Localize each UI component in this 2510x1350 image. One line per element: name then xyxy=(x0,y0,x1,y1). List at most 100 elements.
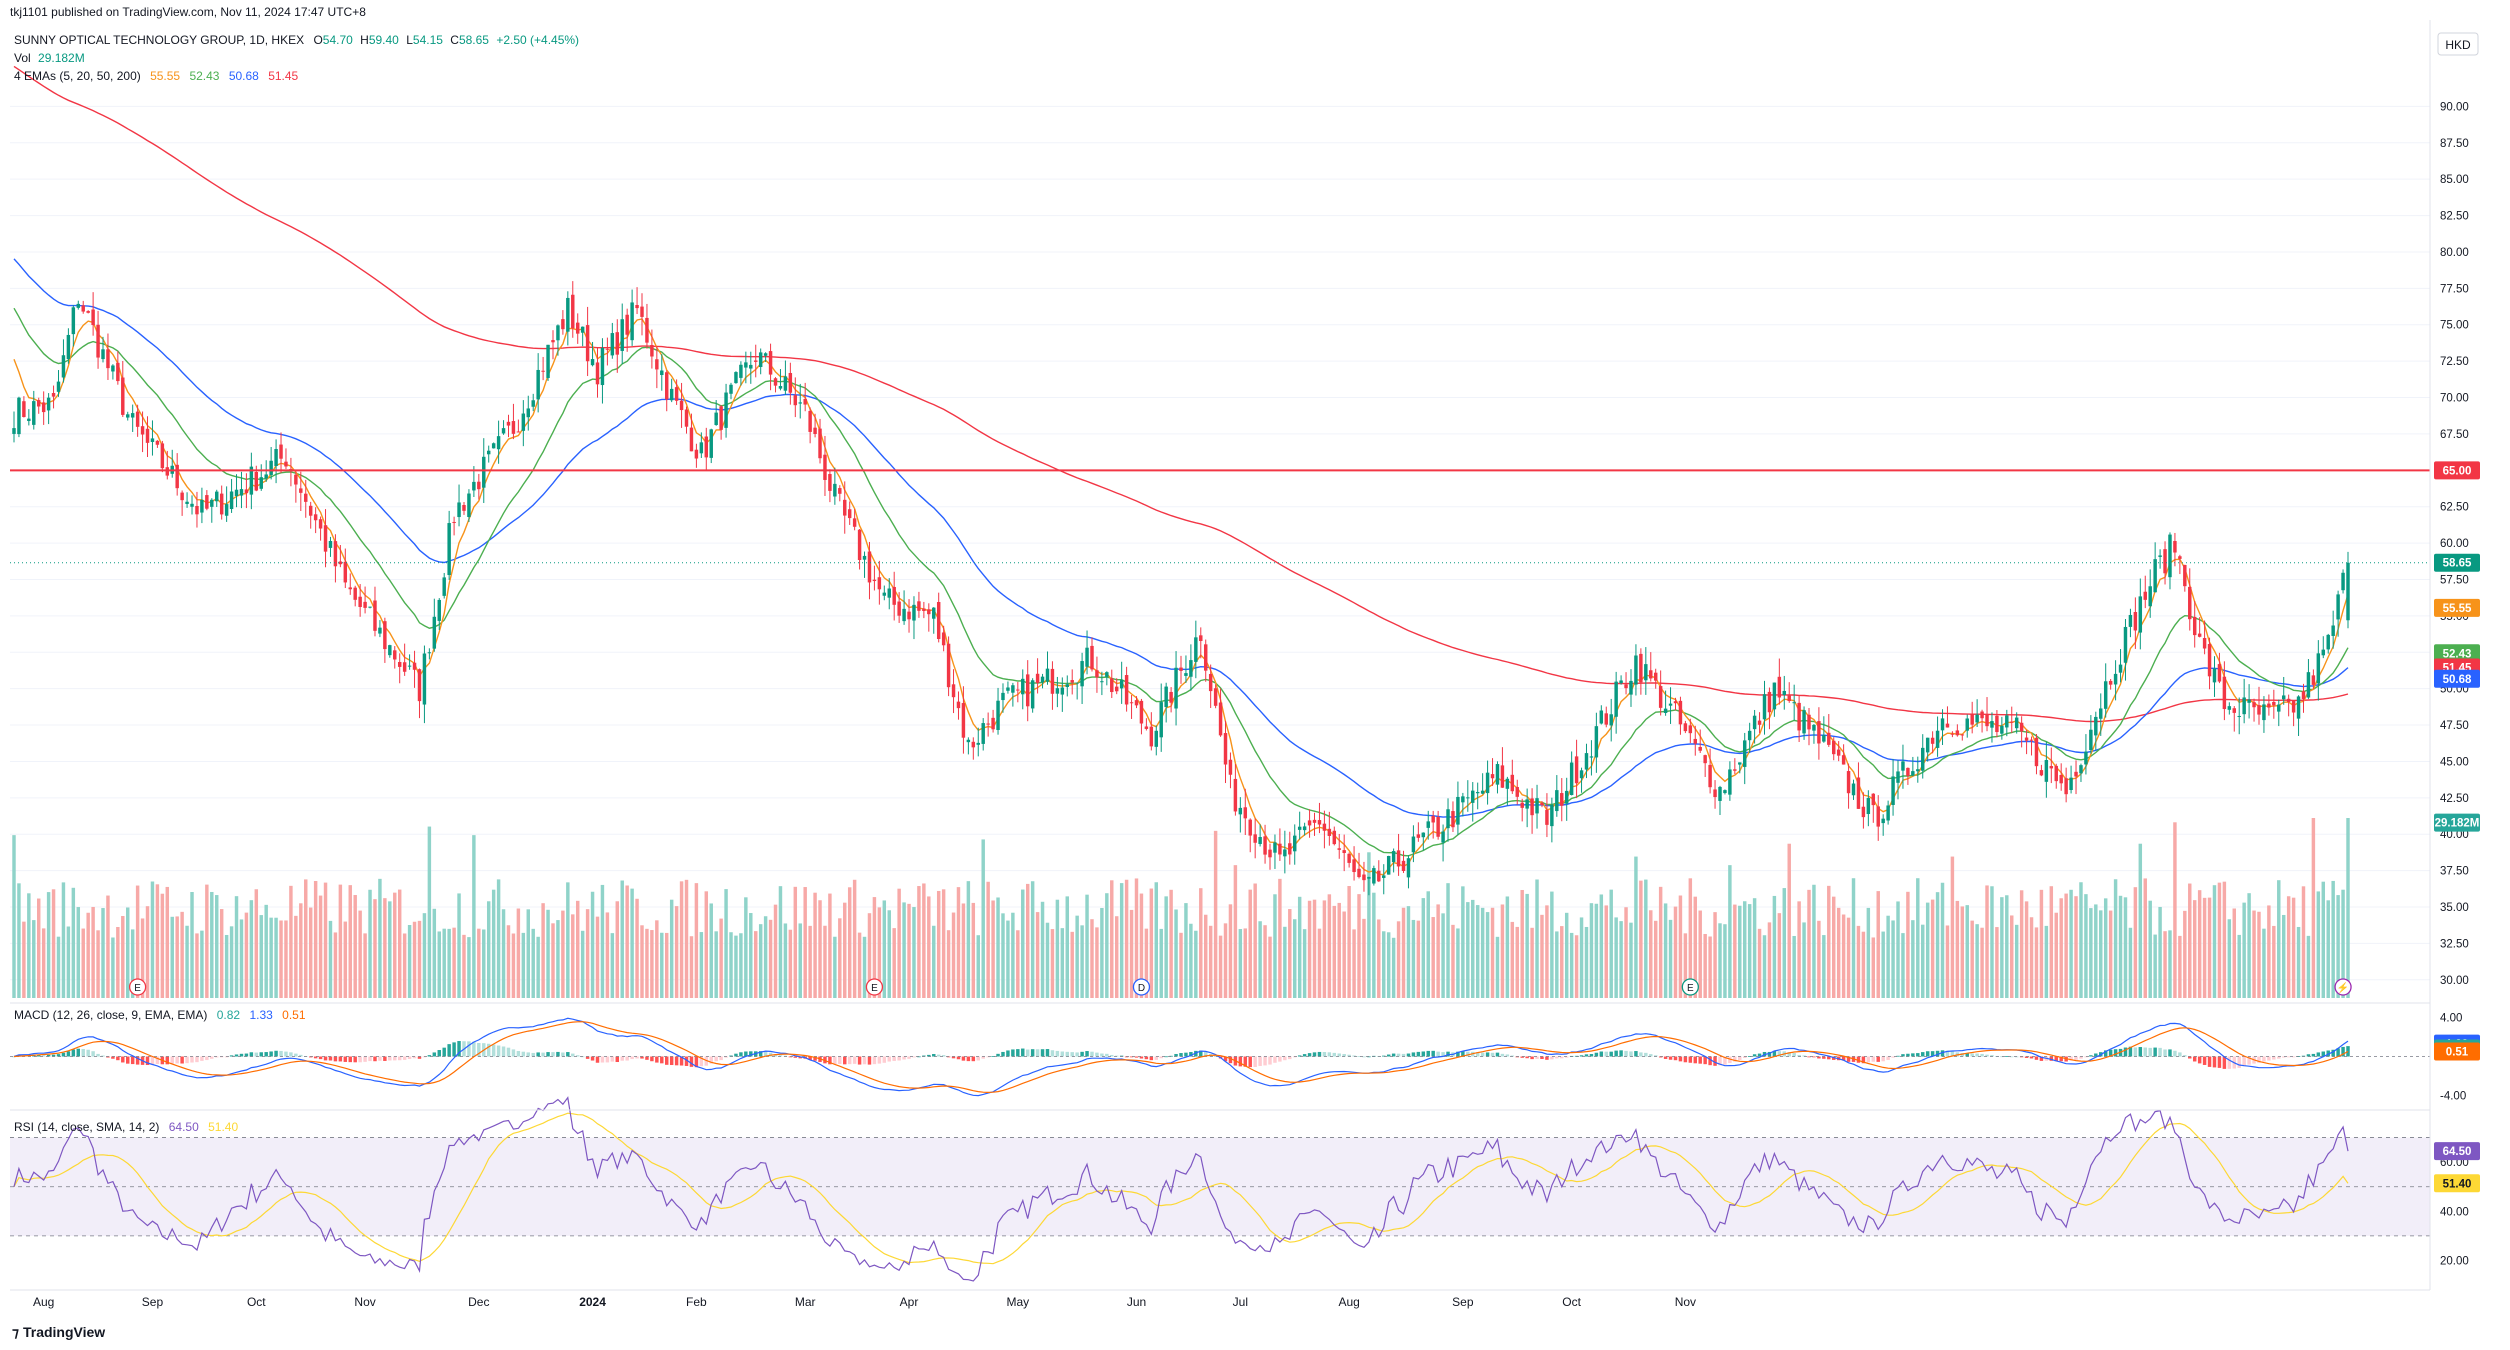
macd-histogram-bar xyxy=(620,1056,624,1061)
volume-bar xyxy=(1174,909,1178,998)
volume-bar xyxy=(165,886,170,998)
macd-histogram-bar xyxy=(1698,1056,1702,1064)
macd-histogram-bar xyxy=(1199,1050,1203,1057)
rsi-pane[interactable] xyxy=(10,1096,2430,1282)
volume-bar xyxy=(852,879,857,998)
macd-histogram-bar xyxy=(397,1056,402,1061)
candle-body xyxy=(1599,710,1604,724)
macd-histogram-bar xyxy=(862,1056,867,1065)
currency-label: HKD xyxy=(2445,38,2471,52)
volume-bar xyxy=(1065,896,1069,998)
rsi-tick-label: 60.00 xyxy=(2440,1157,2469,1169)
macd-histogram-bar xyxy=(1189,1052,1193,1057)
macd-histogram-bar xyxy=(1772,1050,1777,1057)
macd-histogram-bar xyxy=(1747,1056,1752,1057)
candle-body xyxy=(1649,670,1653,679)
volume-bar xyxy=(2336,895,2340,998)
macd-histogram-bar xyxy=(1742,1056,1747,1058)
macd-tick-label: 4.00 xyxy=(2440,1013,2462,1025)
volume-bar xyxy=(1223,923,1228,998)
candle-body xyxy=(2089,729,2093,751)
volume-bar xyxy=(1159,928,1163,998)
macd-histogram-bar xyxy=(1382,1055,1386,1057)
candle-body xyxy=(1149,726,1154,747)
volume-bar xyxy=(1995,927,1999,998)
volume-bar xyxy=(205,884,209,998)
volume-bar xyxy=(259,915,263,998)
macd-histogram-bar xyxy=(190,1056,194,1063)
volume-bar xyxy=(1500,904,1505,998)
candle-body xyxy=(1307,820,1312,826)
volume-bar xyxy=(506,925,511,998)
volume-bar xyxy=(650,930,654,998)
volume-bar xyxy=(1006,920,1010,998)
macd-histogram-bar xyxy=(1080,1051,1084,1057)
macd-histogram-bar xyxy=(625,1056,629,1061)
macd-histogram-bar xyxy=(2262,1056,2266,1062)
volume-bar xyxy=(1401,907,1406,998)
macd-histogram-bar xyxy=(2341,1046,2345,1057)
volume-legend[interactable]: Vol 29.182M xyxy=(14,51,85,65)
volume-bar xyxy=(981,839,985,998)
volume-bar xyxy=(813,892,817,998)
candle-body xyxy=(1396,850,1401,867)
candle-body xyxy=(1515,787,1519,797)
volume-bar xyxy=(393,892,397,998)
volume-bar xyxy=(976,935,980,998)
macd-histogram-bar xyxy=(205,1056,209,1061)
macd-histogram-bar xyxy=(294,1053,298,1057)
macd-histogram-bar xyxy=(328,1056,333,1061)
candle-body xyxy=(442,577,446,596)
macd-histogram-bar xyxy=(1807,1056,1811,1058)
price-value-label-bg xyxy=(2434,553,2480,572)
currency-box[interactable] xyxy=(2437,32,2479,56)
symbol-legend[interactable]: SUNNY OPTICAL TECHNOLOGY GROUP, 1D, HKEX… xyxy=(14,33,579,47)
candle-body xyxy=(1406,858,1411,878)
candle-body xyxy=(1238,807,1243,815)
macd-histogram-bar xyxy=(1011,1049,1015,1057)
macd-histogram-bar xyxy=(1935,1050,1940,1057)
macd-histogram-bar xyxy=(313,1056,318,1059)
candle-body xyxy=(566,297,570,332)
volume-bar xyxy=(739,933,743,998)
macd-pane[interactable] xyxy=(10,1017,2430,1097)
candle-body xyxy=(2217,664,2222,682)
volume-bar xyxy=(1480,907,1485,998)
macd-legend[interactable]: MACD (12, 26, close, 9, EMA, EMA) 0.82 1… xyxy=(14,1008,306,1022)
candle-body xyxy=(432,616,437,649)
candle-body xyxy=(551,340,555,343)
macd-histogram-bar xyxy=(2163,1049,2167,1057)
candle-body xyxy=(704,436,709,458)
macd-histogram-bar xyxy=(1520,1056,1524,1058)
volume-bar xyxy=(1817,920,1821,998)
macd-histogram-bar xyxy=(1505,1054,1510,1057)
volume-bar xyxy=(412,921,417,998)
candle-body xyxy=(862,555,867,560)
horizontal-line-65[interactable] xyxy=(10,469,2430,564)
macd-histogram-bar xyxy=(556,1051,560,1057)
volume-bar xyxy=(1668,919,1673,998)
candle-body xyxy=(106,349,110,369)
candle-body xyxy=(447,523,451,576)
macd-histogram-bar xyxy=(2267,1056,2271,1061)
candle-body xyxy=(590,359,595,366)
macd-histogram-bar xyxy=(1985,1054,1989,1057)
volume-bar xyxy=(1372,892,1376,998)
macd-histogram-bar xyxy=(1431,1050,1435,1057)
time-axis[interactable]: Aug Sep Oct Nov Dec 2024 Feb Mar Apr May Jun Jul Aug… xyxy=(33,1295,1696,1309)
macd-histogram-bar xyxy=(1970,1053,1974,1057)
price-axis[interactable]: 90.00 87.50 85.00 82.50 80.00 77.50 75.00 72.50… xyxy=(2440,101,2469,1267)
macd-histogram-bar xyxy=(1391,1053,1396,1057)
macd-histogram-bar xyxy=(46,1054,51,1057)
volume-bar xyxy=(180,911,184,998)
tradingview-logo[interactable]: ⁊ TradingView xyxy=(12,1324,105,1340)
volume-bar xyxy=(1955,900,1960,998)
macd-histogram-bar xyxy=(689,1056,694,1067)
event-markers[interactable]: E E D E ⚡ xyxy=(128,978,2352,996)
rsi-legend[interactable]: RSI (14, close, SMA, 14, 2) 64.50 51.40 xyxy=(14,1120,238,1134)
macd-histogram-bar xyxy=(892,1056,896,1061)
ema-legend[interactable]: 4 EMAs (5, 20, 50, 200) 55.55 52.43 50.6… xyxy=(14,69,299,83)
candle-body xyxy=(1124,675,1129,705)
macd-histogram-bar xyxy=(130,1056,135,1065)
